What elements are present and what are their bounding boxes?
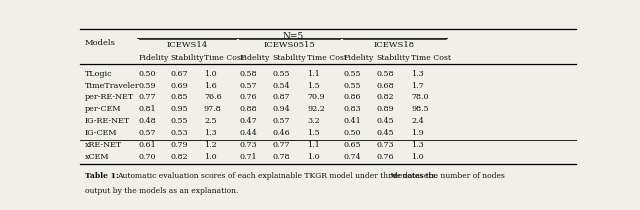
Text: 0.67: 0.67 [170,70,188,78]
Text: 0.76: 0.76 [240,93,257,101]
Text: 0.48: 0.48 [138,117,156,125]
Text: 0.50: 0.50 [344,129,362,137]
Text: Time Cost: Time Cost [204,54,244,62]
Text: 0.94: 0.94 [273,105,290,113]
Text: xRE-NET: xRE-NET [85,141,122,149]
Text: 1.2: 1.2 [204,141,217,149]
Text: 0.95: 0.95 [170,105,188,113]
Text: ICEWS0515: ICEWS0515 [264,41,316,49]
Text: 76.6: 76.6 [204,93,221,101]
Text: 0.77: 0.77 [273,141,290,149]
Text: 0.79: 0.79 [170,141,188,149]
Text: Stability: Stability [170,54,204,62]
Text: 0.58: 0.58 [376,70,394,78]
Text: 1.1: 1.1 [307,70,320,78]
Text: N=5: N=5 [283,33,304,42]
Text: 0.55: 0.55 [170,117,188,125]
Text: 0.89: 0.89 [376,105,394,113]
Text: 0.45: 0.45 [376,117,394,125]
Text: Time Cost: Time Cost [412,54,451,62]
Text: Models: Models [85,39,116,47]
Text: 0.78: 0.78 [273,153,290,161]
Text: output by the models as an explanation.: output by the models as an explanation. [85,187,238,195]
Text: 78.0: 78.0 [412,93,429,101]
Text: IG-RE-NET: IG-RE-NET [85,117,130,125]
Text: 1.3: 1.3 [412,141,424,149]
Text: 1.9: 1.9 [412,129,424,137]
Text: 1.1: 1.1 [307,141,320,149]
Text: 0.86: 0.86 [344,93,362,101]
Text: Table 1:: Table 1: [85,172,119,180]
Text: Stability: Stability [273,54,306,62]
Text: Stability: Stability [376,54,410,62]
Text: 0.55: 0.55 [344,81,362,89]
Text: 0.69: 0.69 [170,81,188,89]
Text: per-RE-NET: per-RE-NET [85,93,134,101]
Text: 0.57: 0.57 [240,81,257,89]
Text: 1.3: 1.3 [204,129,217,137]
Text: denotes the number of nodes: denotes the number of nodes [394,172,506,180]
Text: 2.4: 2.4 [412,117,424,125]
Text: 0.77: 0.77 [138,93,156,101]
Text: 70.9: 70.9 [307,93,324,101]
Text: ICEWS18: ICEWS18 [374,41,415,49]
Text: 0.68: 0.68 [376,81,394,89]
Text: 0.82: 0.82 [376,93,394,101]
Text: 0.61: 0.61 [138,141,156,149]
Text: 0.54: 0.54 [273,81,290,89]
Text: 0.55: 0.55 [273,70,290,78]
Text: 92.2: 92.2 [307,105,325,113]
Text: TimeTraveler: TimeTraveler [85,81,140,89]
Text: 0.73: 0.73 [376,141,394,149]
Text: Fidelity: Fidelity [240,54,270,62]
Text: 0.81: 0.81 [138,105,156,113]
Text: 0.46: 0.46 [273,129,290,137]
Text: Time Cost: Time Cost [307,54,348,62]
Text: 0.55: 0.55 [344,70,362,78]
Text: 1.6: 1.6 [204,81,217,89]
Text: 0.57: 0.57 [273,117,290,125]
Text: 0.58: 0.58 [240,70,257,78]
Text: Automatic evaluation scores of each explainable TKGR model under three datasets.: Automatic evaluation scores of each expl… [117,172,438,180]
Text: 98.5: 98.5 [412,105,429,113]
Text: 1.0: 1.0 [204,70,216,78]
Text: 0.44: 0.44 [240,129,257,137]
Text: TLogic: TLogic [85,70,113,78]
Text: IG-CEM: IG-CEM [85,129,118,137]
Text: ICEWS14: ICEWS14 [167,41,208,49]
Text: 0.82: 0.82 [170,153,188,161]
Text: 1.0: 1.0 [307,153,320,161]
Text: 0.73: 0.73 [240,141,257,149]
Text: 1.3: 1.3 [412,70,424,78]
Text: 0.65: 0.65 [344,141,362,149]
Text: 0.41: 0.41 [344,117,362,125]
Text: 0.76: 0.76 [376,153,394,161]
Text: 1.0: 1.0 [412,153,424,161]
Text: 1.0: 1.0 [204,153,216,161]
Text: per-CEM: per-CEM [85,105,122,113]
Text: 1.5: 1.5 [307,81,320,89]
Text: 0.74: 0.74 [344,153,362,161]
Text: 0.45: 0.45 [376,129,394,137]
Text: 0.85: 0.85 [170,93,188,101]
Text: 3.2: 3.2 [307,117,320,125]
Text: 0.53: 0.53 [170,129,188,137]
Text: 0.88: 0.88 [240,105,257,113]
Text: 2.5: 2.5 [204,117,216,125]
Text: 0.83: 0.83 [344,105,362,113]
Text: Fidelity: Fidelity [138,54,169,62]
Text: 0.70: 0.70 [138,153,156,161]
Text: 1.5: 1.5 [307,129,320,137]
Text: N: N [389,172,396,180]
Text: Fidelity: Fidelity [344,54,374,62]
Text: 0.57: 0.57 [138,129,156,137]
Text: 0.47: 0.47 [240,117,257,125]
Text: 97.8: 97.8 [204,105,221,113]
Text: xCEM: xCEM [85,153,109,161]
Text: 0.71: 0.71 [240,153,257,161]
Text: 0.59: 0.59 [138,81,156,89]
Text: 0.50: 0.50 [138,70,156,78]
Text: 0.87: 0.87 [273,93,290,101]
Text: 1.7: 1.7 [412,81,424,89]
